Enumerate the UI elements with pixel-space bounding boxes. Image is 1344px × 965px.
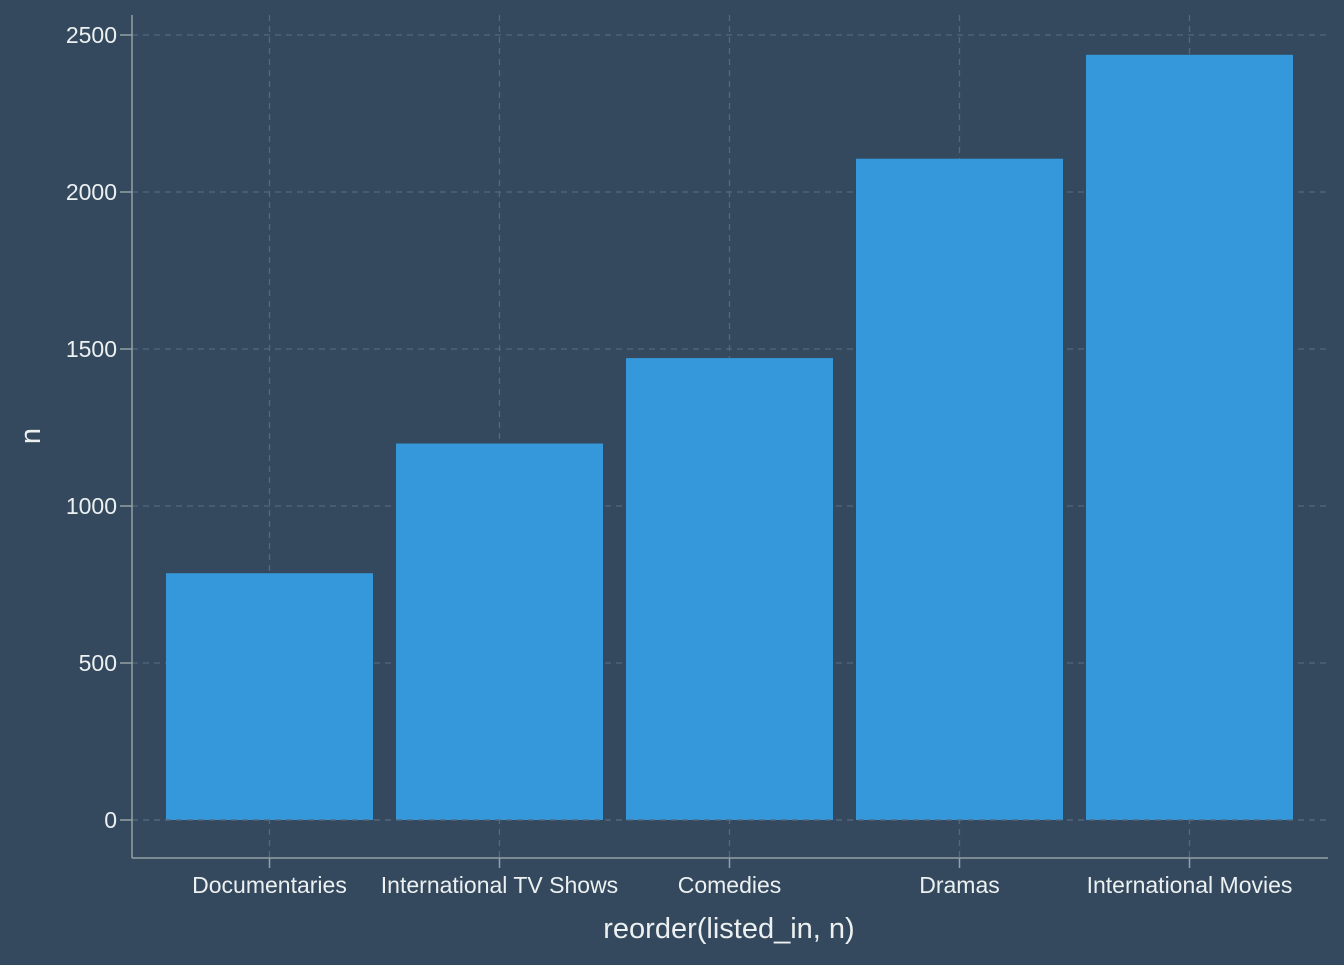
bar-dramas <box>856 158 1063 820</box>
bar-comedies <box>626 358 833 820</box>
x-tick-label-3: Dramas <box>919 872 1000 898</box>
y-tick-label-2000: 2000 <box>66 179 117 205</box>
x-tick-label-4: International Movies <box>1087 872 1293 898</box>
y-axis-title: n <box>15 428 47 444</box>
x-axis-title: reorder(listed_in, n) <box>603 913 854 945</box>
x-tick-label-0: Documentaries <box>192 872 347 898</box>
bar-international-movies <box>1086 54 1293 821</box>
y-tick-label-500: 500 <box>79 650 117 676</box>
bars <box>132 54 1328 821</box>
bar-documentaries <box>166 573 373 820</box>
tick-labels: 0 500 1000 1500 2000 2500 Documentaries Interna… <box>66 22 1293 898</box>
x-tick-label-2: Comedies <box>678 872 782 898</box>
x-tick-label-1: International TV Shows <box>381 872 618 898</box>
bar-international-tv-shows <box>396 443 603 820</box>
y-tick-label-1500: 1500 <box>66 336 117 362</box>
y-tick-label-0: 0 <box>104 807 117 833</box>
y-tick-label-1000: 1000 <box>66 493 117 519</box>
y-tick-label-2500: 2500 <box>66 22 117 48</box>
